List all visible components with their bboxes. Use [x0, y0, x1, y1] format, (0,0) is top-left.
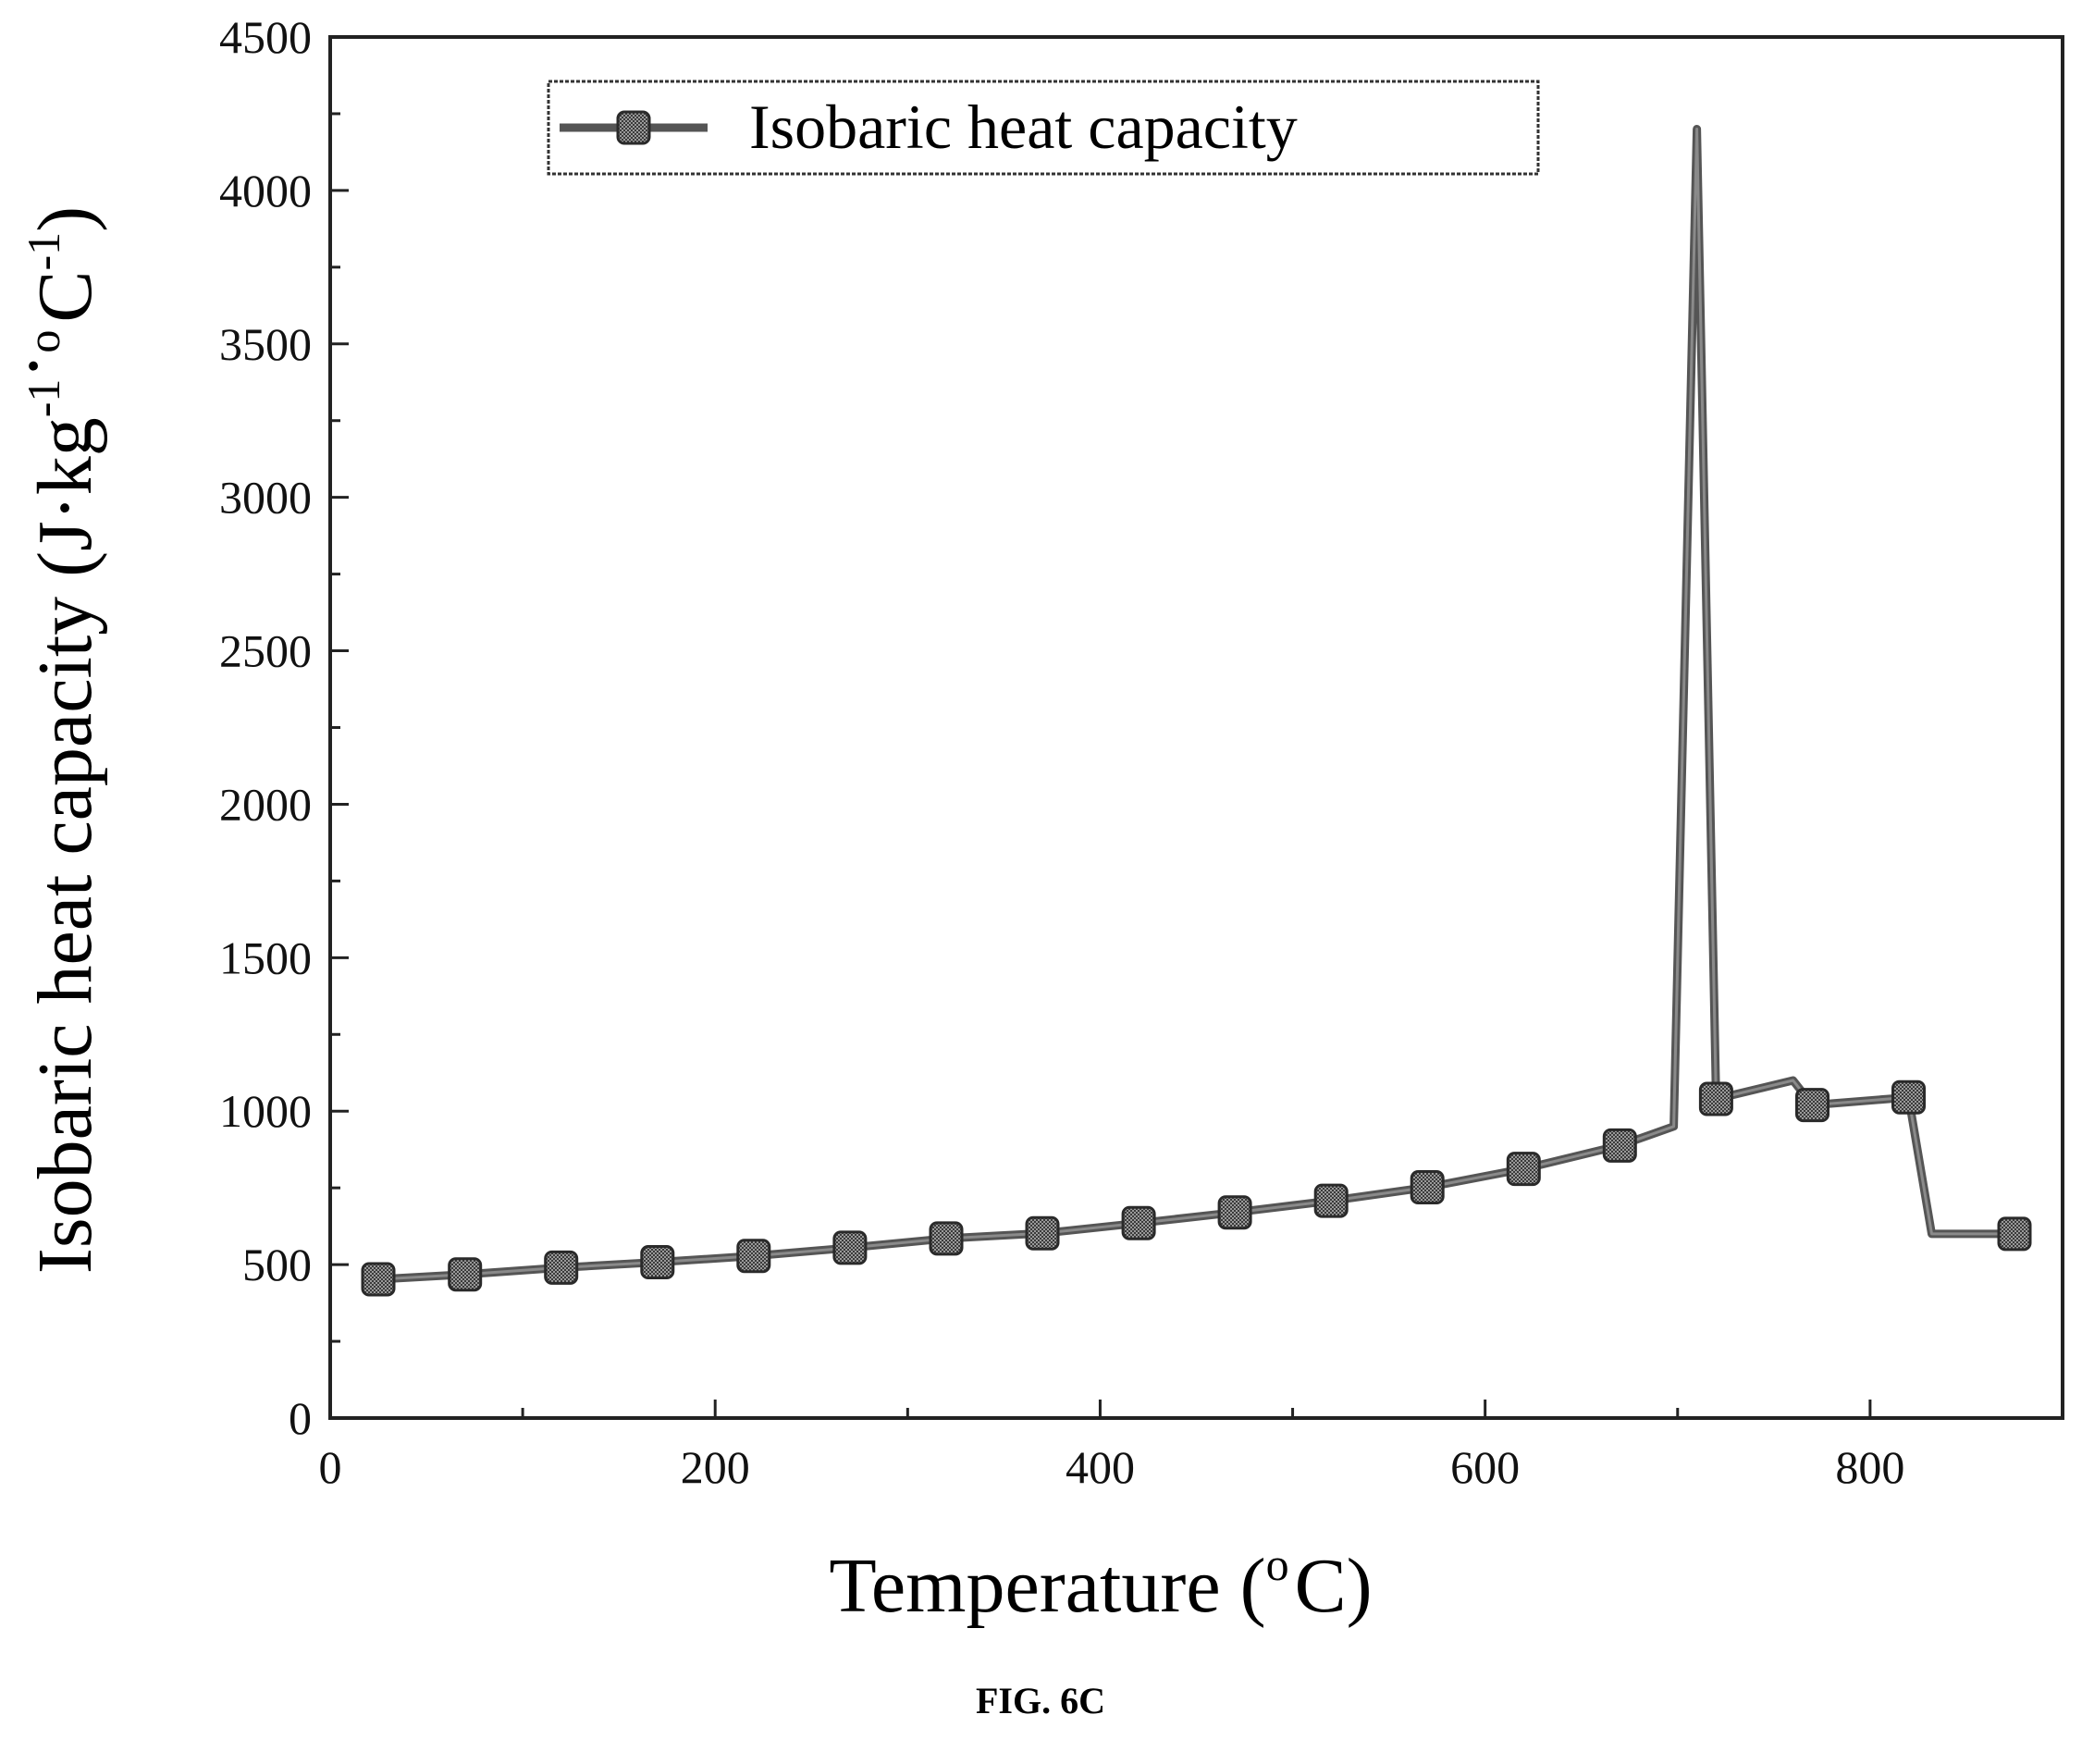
data-point-marker	[1891, 1079, 1926, 1115]
y-tick-label: 3500	[219, 318, 312, 370]
data-point-marker	[1698, 1081, 1733, 1116]
y-axis-label-sup1: -1	[18, 379, 69, 418]
data-point-marker	[1121, 1205, 1156, 1240]
y-axis-label: Isobaric heat capacity (J·kg-1·oC-1)	[0, 206, 108, 1274]
x-tick-label: 400	[1066, 1441, 1135, 1493]
data-point-marker	[1602, 1128, 1637, 1163]
x-axis-label-end: C)	[1295, 1543, 1373, 1629]
legend-box	[547, 80, 1540, 176]
series-line-highlight	[377, 128, 2014, 1281]
data-point-marker	[929, 1221, 964, 1256]
minor-ticks	[330, 112, 1680, 1418]
data-point-marker	[1025, 1215, 1060, 1251]
y-tick-label: 0	[289, 1392, 312, 1444]
data-point-marker	[544, 1250, 579, 1285]
major-ticks	[328, 35, 1872, 1420]
x-tick-label: 200	[681, 1441, 750, 1493]
x-tick-label: 800	[1835, 1441, 1904, 1493]
y-tick-label: 2000	[219, 778, 312, 830]
y-tick-label: 4000	[219, 165, 312, 216]
legend: Isobaric heat capacity	[547, 80, 1540, 176]
data-point-marker	[1795, 1088, 1829, 1123]
figure-caption: FIG. 6C	[976, 1680, 1105, 1721]
y-axis-label-sup3: -1	[18, 232, 69, 271]
series-group	[361, 125, 2032, 1297]
y-tick-label: 4500	[219, 11, 312, 63]
y-tick-labels: 0 500 1000 1500 2000 2500 3000 3500 4000 4500	[219, 11, 312, 1444]
data-point-marker	[832, 1230, 868, 1265]
y-tick-label: 1500	[219, 931, 312, 983]
data-point-marker	[1997, 1216, 2032, 1252]
data-point-marker	[1217, 1195, 1252, 1230]
legend-label: Isobaric heat capacity	[749, 92, 1298, 162]
plot-area-frame	[328, 35, 2064, 1420]
data-point-marker	[1506, 1152, 1541, 1187]
y-tick-label: 500	[242, 1239, 312, 1290]
x-axis-label-sup: o	[1266, 1538, 1289, 1590]
data-point-marker	[1410, 1170, 1445, 1204]
legend-marker	[616, 110, 651, 145]
data-point-marker	[361, 1262, 396, 1297]
x-tick-labels: 0 200 400 600 800	[319, 1441, 1905, 1493]
y-axis-label-unit: C	[22, 271, 108, 323]
y-axis-label-mid: ·	[0, 353, 77, 379]
y-axis-label-sup2: o	[18, 330, 69, 353]
data-point-marker	[448, 1257, 483, 1292]
data-point-marker	[736, 1239, 771, 1274]
data-point-marker	[640, 1245, 675, 1279]
y-tick-label: 1000	[219, 1085, 312, 1137]
y-tick-label: 2500	[219, 625, 312, 677]
series-line	[377, 125, 2014, 1284]
x-axis-label: Temperature (oC)	[829, 1538, 1372, 1629]
x-tick-label: 600	[1450, 1441, 1520, 1493]
data-point-marker	[1313, 1183, 1349, 1218]
y-axis-label-end: )	[22, 206, 108, 232]
y-tick-label: 3000	[219, 472, 312, 524]
x-tick-label: 0	[319, 1441, 342, 1493]
